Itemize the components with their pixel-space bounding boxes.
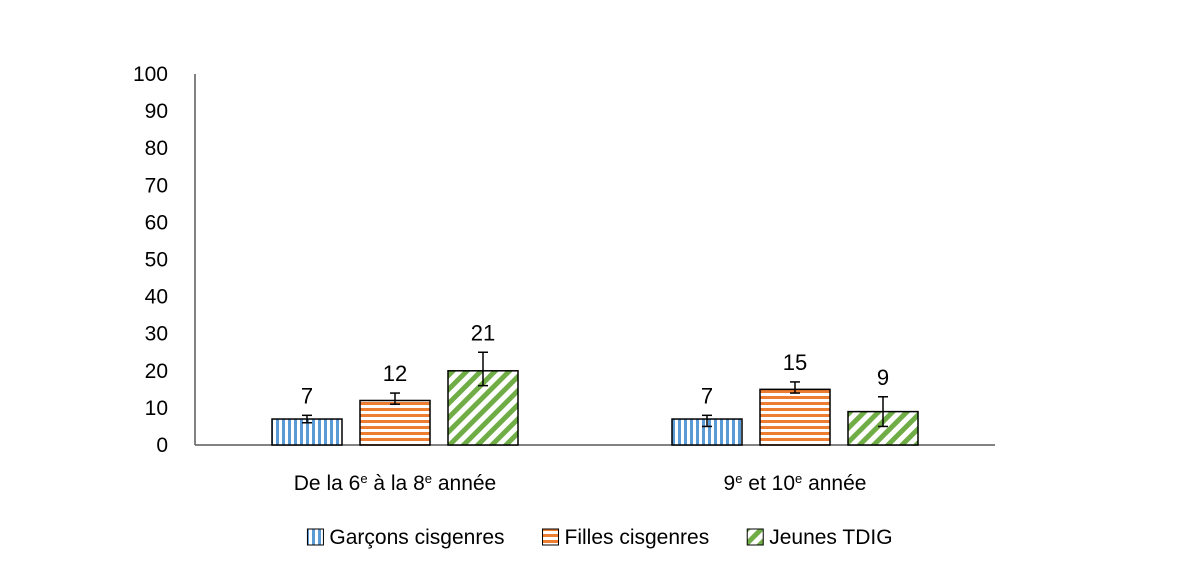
bar bbox=[359, 399, 431, 446]
y-tick-label: 100 bbox=[133, 63, 168, 86]
category-label-text: année bbox=[432, 472, 496, 495]
category-label-text: De la 6 bbox=[294, 472, 361, 495]
y-tick-label: 20 bbox=[145, 360, 168, 383]
y-tick-label: 50 bbox=[145, 249, 168, 272]
category-label-text: et 10 bbox=[742, 472, 795, 495]
category-label-text: année bbox=[802, 472, 866, 495]
bars bbox=[271, 351, 919, 446]
category-label-text: à la 8 bbox=[368, 472, 425, 495]
category-label: De la 6e à la 8e année bbox=[294, 471, 496, 496]
category-label: 9e et 10e année bbox=[724, 471, 867, 496]
legend-swatch bbox=[306, 528, 324, 546]
bar bbox=[671, 418, 743, 446]
y-tick-label: 0 bbox=[156, 434, 168, 457]
legend: Garçons cisgenres Filles cisgenres Jeunes … bbox=[306, 526, 893, 549]
data-label: 7 bbox=[701, 383, 713, 408]
legend-label: Jeunes TDIG bbox=[769, 526, 892, 549]
y-tick-label: 10 bbox=[145, 397, 168, 420]
legend-label: Filles cisgenres bbox=[565, 526, 710, 549]
legend-label: Garçons cisgenres bbox=[329, 526, 504, 549]
axes: 0 10 20 30 40 50 60 70 80 90 100 bbox=[133, 63, 995, 457]
data-label: 9 bbox=[877, 365, 889, 390]
data-label: 7 bbox=[301, 383, 313, 408]
category-label-superscript: e bbox=[735, 471, 742, 486]
data-label: 21 bbox=[471, 320, 495, 345]
y-tick-label: 90 bbox=[145, 100, 168, 123]
category-label-superscript: e bbox=[425, 471, 432, 486]
data-labels: 7 7 12 15 21 9 bbox=[301, 320, 889, 408]
y-tick-label: 70 bbox=[145, 174, 168, 197]
data-label: 12 bbox=[383, 361, 407, 386]
category-label-text: 9 bbox=[724, 472, 736, 495]
legend-swatch bbox=[746, 528, 764, 546]
category-label-superscript: e bbox=[360, 471, 367, 486]
y-tick-label: 80 bbox=[145, 137, 168, 160]
y-tick-label: 30 bbox=[145, 323, 168, 346]
y-tick-label: 40 bbox=[145, 286, 168, 309]
y-tick-label: 60 bbox=[145, 211, 168, 234]
category-labels: De la 6e à la 8e année 9e et 10e année bbox=[294, 471, 867, 496]
category-label-superscript: e bbox=[795, 471, 802, 486]
legend-swatch bbox=[542, 528, 560, 546]
data-label: 15 bbox=[783, 350, 807, 375]
bar bbox=[759, 388, 831, 446]
